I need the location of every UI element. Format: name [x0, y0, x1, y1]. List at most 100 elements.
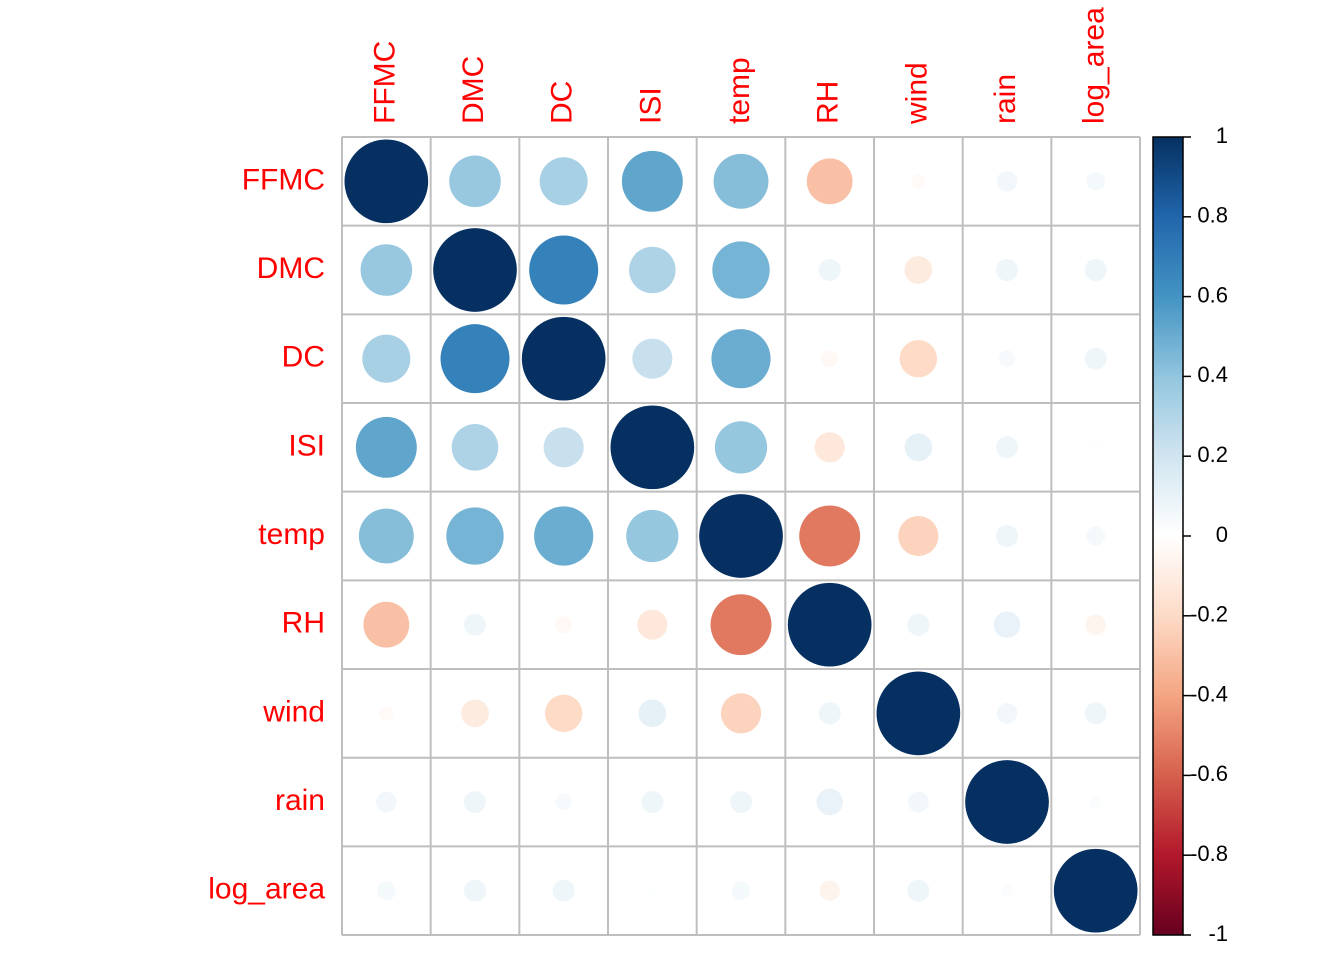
corr-circle-log_area-ISI: [648, 886, 657, 895]
colorbar-tick-label: -1: [1208, 921, 1228, 946]
corr-circle-rain-RH: [816, 788, 843, 816]
colorbar-tick-label: 1: [1216, 123, 1228, 148]
row-label-temp: temp: [258, 518, 325, 551]
row-label-wind: wind: [262, 695, 325, 728]
corr-circle-FFMC-log_area: [1086, 171, 1106, 191]
corr-circle-DC-DC: [521, 316, 606, 401]
corr-circle-DMC-log_area: [1084, 258, 1107, 282]
col-label-ISI: ISI: [634, 87, 667, 124]
row-label-RH: RH: [282, 607, 325, 640]
corr-circle-temp-DMC: [446, 507, 504, 565]
corr-circle-DC-ISI: [632, 338, 673, 379]
corr-circle-ISI-DMC: [451, 424, 499, 471]
colorbar-tick-label: -0.2: [1190, 602, 1228, 627]
colorbar-tick-label: -0.8: [1190, 841, 1228, 866]
corr-circle-rain-DMC: [463, 790, 487, 814]
corr-circle-rain-log_area: [1089, 796, 1102, 808]
corr-circle-wind-log_area: [1084, 702, 1107, 725]
corr-circle-ISI-ISI: [610, 405, 695, 490]
corr-circle-RH-log_area: [1085, 614, 1106, 635]
corr-circle-RH-temp: [710, 594, 772, 656]
colorbar-tick-label: 0.8: [1197, 203, 1228, 228]
corr-circle-DC-rain: [998, 350, 1016, 368]
corr-circle-DMC-ISI: [629, 246, 676, 294]
corr-circle-wind-DC: [544, 694, 583, 733]
corr-circle-ISI-DC: [543, 427, 584, 468]
corr-circle-DC-temp: [711, 329, 771, 389]
colorbar-tick-label: 0.6: [1197, 282, 1228, 307]
corr-circle-rain-wind: [908, 791, 929, 813]
corr-circle-DMC-FFMC: [360, 244, 413, 296]
corr-circle-rain-DC: [555, 793, 573, 811]
corr-circle-wind-DMC: [461, 699, 489, 728]
corr-circle-log_area-RH: [819, 880, 840, 901]
corr-circle-DC-wind: [899, 339, 938, 378]
col-label-temp: temp: [723, 57, 756, 124]
col-label-RH: RH: [812, 81, 845, 124]
corr-circle-RH-DMC: [463, 613, 487, 636]
corr-circle-rain-temp: [729, 790, 753, 814]
corr-circle-temp-temp: [699, 494, 783, 578]
row-label-log_area: log_area: [208, 873, 325, 906]
corr-circle-temp-FFMC: [358, 508, 414, 564]
corr-circle-DMC-wind: [904, 256, 933, 284]
grid-lines: [341, 136, 1142, 937]
corr-circle-FFMC-wind: [911, 174, 926, 189]
corr-circle-log_area-wind: [907, 879, 930, 902]
colorbar-gradient: [1153, 137, 1183, 935]
corr-circle-FFMC-temp: [713, 153, 769, 209]
corr-circle-DC-DMC: [440, 324, 510, 394]
corr-circle-log_area-DMC: [463, 879, 487, 902]
corr-circle-RH-ISI: [637, 609, 668, 640]
corr-circle-wind-rain: [996, 703, 1018, 724]
corr-circle-temp-rain: [995, 524, 1019, 548]
corr-circle-RH-wind: [907, 613, 930, 636]
corr-circle-ISI-temp: [714, 421, 768, 474]
row-label-DMC: DMC: [257, 252, 325, 285]
row-label-FFMC: FFMC: [242, 163, 325, 196]
corr-circle-ISI-RH: [814, 432, 845, 463]
corr-circle-FFMC-DC: [539, 157, 588, 206]
col-label-rain: rain: [989, 74, 1022, 124]
corr-circle-FFMC-DMC: [449, 155, 501, 208]
corr-circle-log_area-FFMC: [376, 881, 396, 901]
corr-circle-DMC-RH: [818, 258, 841, 282]
col-label-log_area: log_area: [1078, 7, 1111, 124]
corr-circle-temp-DC: [534, 506, 594, 566]
corr-circle-wind-wind: [876, 671, 961, 756]
colorbar-tick-label: 0.4: [1197, 362, 1228, 387]
col-label-wind: wind: [900, 62, 933, 125]
corr-circle-DC-FFMC: [362, 334, 411, 383]
corr-circle-ISI-wind: [904, 433, 933, 462]
corr-circle-ISI-FFMC: [355, 416, 417, 478]
corr-circle-FFMC-RH: [806, 158, 853, 205]
corr-circle-rain-rain: [965, 760, 1049, 844]
corr-circle-RH-DC: [555, 616, 573, 634]
corr-circle-log_area-DC: [552, 879, 575, 902]
corr-circle-RH-rain: [993, 611, 1021, 638]
colorbar-tick-label: -0.4: [1190, 681, 1228, 706]
column-labels: FFMC DMC DC ISI temp RH wind rain log_area: [368, 7, 1110, 125]
corr-circle-wind-temp: [720, 693, 762, 734]
colorbar-tick-label: 0: [1216, 522, 1228, 547]
corr-circle-FFMC-ISI: [621, 150, 683, 212]
corr-circle-log_area-temp: [731, 881, 751, 901]
corr-circle-wind-RH: [818, 702, 841, 725]
corr-circle-FFMC-FFMC: [344, 139, 429, 224]
corr-circle-FFMC-rain: [996, 171, 1018, 192]
corr-circle-temp-wind: [898, 515, 939, 557]
corr-circle-rain-ISI: [641, 790, 664, 814]
corr-circle-DMC-DMC: [433, 228, 517, 312]
col-label-DMC: DMC: [457, 56, 490, 124]
row-label-rain: rain: [275, 784, 325, 817]
corr-circle-log_area-rain: [1001, 884, 1013, 897]
corr-circle-DMC-rain: [995, 258, 1019, 282]
corr-circle-temp-ISI: [626, 509, 679, 563]
corr-circle-temp-log_area: [1086, 526, 1106, 546]
col-label-FFMC: FFMC: [368, 41, 401, 124]
corr-circle-log_area-log_area: [1053, 848, 1138, 933]
row-labels: FFMC DMC DC ISI temp RH wind rain log_area: [208, 163, 325, 905]
corr-circle-DMC-DC: [529, 235, 599, 305]
colorbar-tick-label: 0.2: [1197, 442, 1228, 467]
